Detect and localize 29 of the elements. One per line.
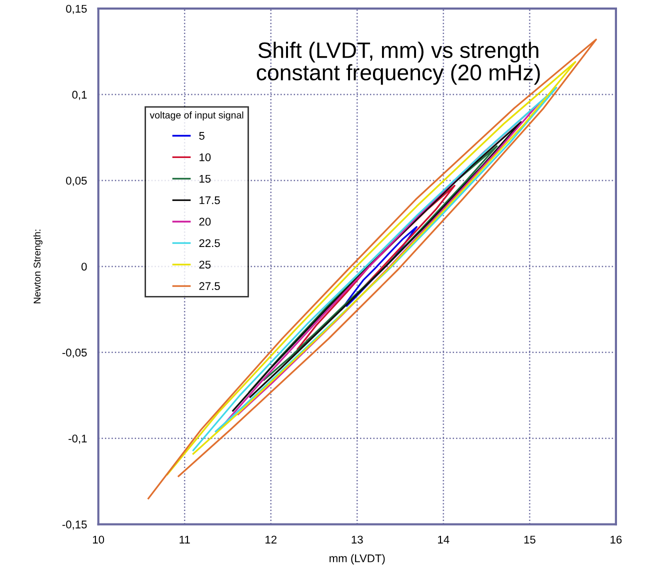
legend-label: 22.5 <box>199 239 220 248</box>
y-tick-label: 0,1 <box>72 90 87 100</box>
x-tick-label: 14 <box>438 536 450 544</box>
x-tick-label: 15 <box>524 536 536 544</box>
legend-title: voltage of input signal <box>150 111 244 120</box>
y-axis-title: Newton Strength: <box>33 230 42 304</box>
text: Shift (LVDT, mm) vs strength constant frequency (20 mHz) <box>256 42 540 85</box>
x-tick-label: 11 <box>180 536 190 544</box>
x-tick-label: 10 <box>93 536 104 544</box>
legend-label: 5 <box>199 132 204 140</box>
y-tick-label: 0,05 <box>66 176 87 186</box>
x-tick-label: 16 <box>610 536 622 544</box>
legend-label: 20 <box>199 218 211 226</box>
legend-label: 15 <box>200 174 211 183</box>
legend-label: 27.5 <box>199 282 220 290</box>
line-series <box>148 38 597 500</box>
legend-label: 17.5 <box>200 196 220 204</box>
x-tick-label: 13 <box>352 536 363 544</box>
y-tick-label: -0,1 <box>68 434 87 444</box>
x-axis-title: mm (LVDT) <box>330 554 385 564</box>
legend-label: 10 <box>200 153 211 162</box>
line-series <box>192 86 558 452</box>
legend-label: 25 <box>199 260 211 269</box>
y-tick-label: -0,15 <box>62 520 87 530</box>
y-tick-label: -0,05 <box>62 348 87 358</box>
x-tick-label: 12 <box>266 536 276 544</box>
y-tick-label: 0 <box>81 262 87 271</box>
y-tick-label: 0,15 <box>66 4 87 14</box>
line-series <box>232 121 522 412</box>
